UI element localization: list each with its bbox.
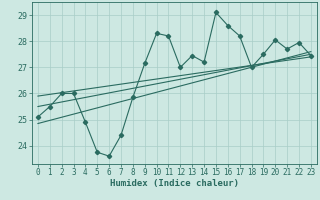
X-axis label: Humidex (Indice chaleur): Humidex (Indice chaleur) <box>110 179 239 188</box>
